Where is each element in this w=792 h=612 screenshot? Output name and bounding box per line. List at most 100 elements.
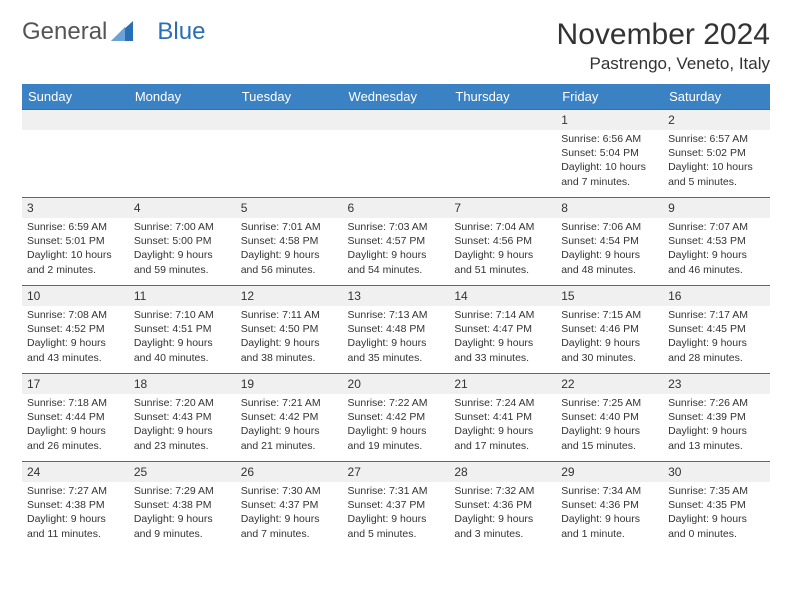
sunrise-text: Sunrise: 7:32 AM [454, 484, 551, 498]
sunrise-text: Sunrise: 7:04 AM [454, 220, 551, 234]
sunset-text: Sunset: 4:52 PM [27, 322, 124, 336]
sunrise-text: Sunrise: 7:06 AM [561, 220, 658, 234]
weekday-header: Thursday [449, 84, 556, 110]
day-details: Sunrise: 7:01 AMSunset: 4:58 PMDaylight:… [236, 218, 343, 281]
calendar-day-cell: 13Sunrise: 7:13 AMSunset: 4:48 PMDayligh… [343, 286, 450, 374]
calendar-day-cell: 27Sunrise: 7:31 AMSunset: 4:37 PMDayligh… [343, 462, 450, 550]
calendar-day-cell: 1Sunrise: 6:56 AMSunset: 5:04 PMDaylight… [556, 110, 663, 198]
sunset-text: Sunset: 4:56 PM [454, 234, 551, 248]
calendar-day-cell: 25Sunrise: 7:29 AMSunset: 4:38 PMDayligh… [129, 462, 236, 550]
sunset-text: Sunset: 4:38 PM [134, 498, 231, 512]
weekday-header: Wednesday [343, 84, 450, 110]
calendar-day-cell [236, 110, 343, 198]
day-details: Sunrise: 7:14 AMSunset: 4:47 PMDaylight:… [449, 306, 556, 369]
calendar-day-cell: 18Sunrise: 7:20 AMSunset: 4:43 PMDayligh… [129, 374, 236, 462]
sunrise-text: Sunrise: 6:56 AM [561, 132, 658, 146]
sunrise-text: Sunrise: 7:14 AM [454, 308, 551, 322]
day-details: Sunrise: 7:15 AMSunset: 4:46 PMDaylight:… [556, 306, 663, 369]
calendar-day-cell: 23Sunrise: 7:26 AMSunset: 4:39 PMDayligh… [663, 374, 770, 462]
day-number: 21 [449, 374, 556, 394]
day-details: Sunrise: 7:17 AMSunset: 4:45 PMDaylight:… [663, 306, 770, 369]
day-number [22, 110, 129, 130]
day-details: Sunrise: 7:08 AMSunset: 4:52 PMDaylight:… [22, 306, 129, 369]
sunrise-text: Sunrise: 7:29 AM [134, 484, 231, 498]
day-details: Sunrise: 7:07 AMSunset: 4:53 PMDaylight:… [663, 218, 770, 281]
calendar-day-cell: 7Sunrise: 7:04 AMSunset: 4:56 PMDaylight… [449, 198, 556, 286]
day-number: 19 [236, 374, 343, 394]
day-number: 4 [129, 198, 236, 218]
day-number: 12 [236, 286, 343, 306]
sunset-text: Sunset: 4:48 PM [348, 322, 445, 336]
daylight-text: Daylight: 9 hours and 3 minutes. [454, 512, 551, 540]
calendar-table: Sunday Monday Tuesday Wednesday Thursday… [22, 84, 770, 550]
sunset-text: Sunset: 4:42 PM [348, 410, 445, 424]
day-number: 8 [556, 198, 663, 218]
day-number: 1 [556, 110, 663, 130]
day-number: 15 [556, 286, 663, 306]
logo-sail-icon [109, 19, 135, 45]
day-details: Sunrise: 6:57 AMSunset: 5:02 PMDaylight:… [663, 130, 770, 193]
daylight-text: Daylight: 9 hours and 21 minutes. [241, 424, 338, 452]
day-details: Sunrise: 6:56 AMSunset: 5:04 PMDaylight:… [556, 130, 663, 193]
daylight-text: Daylight: 9 hours and 59 minutes. [134, 248, 231, 276]
calendar-week-row: 17Sunrise: 7:18 AMSunset: 4:44 PMDayligh… [22, 374, 770, 462]
weekday-header: Saturday [663, 84, 770, 110]
daylight-text: Daylight: 9 hours and 48 minutes. [561, 248, 658, 276]
daylight-text: Daylight: 9 hours and 15 minutes. [561, 424, 658, 452]
sunrise-text: Sunrise: 6:57 AM [668, 132, 765, 146]
day-details: Sunrise: 7:30 AMSunset: 4:37 PMDaylight:… [236, 482, 343, 545]
day-number: 22 [556, 374, 663, 394]
day-details: Sunrise: 7:13 AMSunset: 4:48 PMDaylight:… [343, 306, 450, 369]
sunset-text: Sunset: 5:00 PM [134, 234, 231, 248]
day-number: 13 [343, 286, 450, 306]
daylight-text: Daylight: 9 hours and 9 minutes. [134, 512, 231, 540]
day-number: 26 [236, 462, 343, 482]
sunset-text: Sunset: 4:37 PM [348, 498, 445, 512]
calendar-day-cell: 5Sunrise: 7:01 AMSunset: 4:58 PMDaylight… [236, 198, 343, 286]
calendar-day-cell [22, 110, 129, 198]
header: General Blue November 2024 Pastrengo, Ve… [22, 18, 770, 74]
calendar-day-cell: 9Sunrise: 7:07 AMSunset: 4:53 PMDaylight… [663, 198, 770, 286]
sunrise-text: Sunrise: 7:30 AM [241, 484, 338, 498]
title-block: November 2024 Pastrengo, Veneto, Italy [557, 18, 770, 74]
sunrise-text: Sunrise: 6:59 AM [27, 220, 124, 234]
day-number: 28 [449, 462, 556, 482]
calendar-day-cell: 28Sunrise: 7:32 AMSunset: 4:36 PMDayligh… [449, 462, 556, 550]
sunrise-text: Sunrise: 7:00 AM [134, 220, 231, 234]
calendar-day-cell: 6Sunrise: 7:03 AMSunset: 4:57 PMDaylight… [343, 198, 450, 286]
sunset-text: Sunset: 4:46 PM [561, 322, 658, 336]
sunset-text: Sunset: 5:01 PM [27, 234, 124, 248]
weekday-header-row: Sunday Monday Tuesday Wednesday Thursday… [22, 84, 770, 110]
day-details: Sunrise: 7:03 AMSunset: 4:57 PMDaylight:… [343, 218, 450, 281]
day-details: Sunrise: 7:27 AMSunset: 4:38 PMDaylight:… [22, 482, 129, 545]
daylight-text: Daylight: 9 hours and 23 minutes. [134, 424, 231, 452]
day-number: 30 [663, 462, 770, 482]
day-number: 23 [663, 374, 770, 394]
calendar-day-cell: 11Sunrise: 7:10 AMSunset: 4:51 PMDayligh… [129, 286, 236, 374]
day-details: Sunrise: 7:32 AMSunset: 4:36 PMDaylight:… [449, 482, 556, 545]
daylight-text: Daylight: 9 hours and 5 minutes. [348, 512, 445, 540]
day-number: 27 [343, 462, 450, 482]
day-number: 14 [449, 286, 556, 306]
sunset-text: Sunset: 4:47 PM [454, 322, 551, 336]
calendar-day-cell [449, 110, 556, 198]
daylight-text: Daylight: 9 hours and 13 minutes. [668, 424, 765, 452]
daylight-text: Daylight: 9 hours and 33 minutes. [454, 336, 551, 364]
sunset-text: Sunset: 4:43 PM [134, 410, 231, 424]
sunrise-text: Sunrise: 7:10 AM [134, 308, 231, 322]
day-number: 16 [663, 286, 770, 306]
sunset-text: Sunset: 4:39 PM [668, 410, 765, 424]
daylight-text: Daylight: 10 hours and 2 minutes. [27, 248, 124, 276]
sunrise-text: Sunrise: 7:35 AM [668, 484, 765, 498]
day-details: Sunrise: 7:35 AMSunset: 4:35 PMDaylight:… [663, 482, 770, 545]
sunrise-text: Sunrise: 7:27 AM [27, 484, 124, 498]
sunrise-text: Sunrise: 7:15 AM [561, 308, 658, 322]
day-details: Sunrise: 6:59 AMSunset: 5:01 PMDaylight:… [22, 218, 129, 281]
calendar-day-cell [343, 110, 450, 198]
daylight-text: Daylight: 9 hours and 30 minutes. [561, 336, 658, 364]
sunrise-text: Sunrise: 7:03 AM [348, 220, 445, 234]
calendar-day-cell: 19Sunrise: 7:21 AMSunset: 4:42 PMDayligh… [236, 374, 343, 462]
weekday-header: Monday [129, 84, 236, 110]
daylight-text: Daylight: 9 hours and 0 minutes. [668, 512, 765, 540]
daylight-text: Daylight: 10 hours and 5 minutes. [668, 160, 765, 188]
